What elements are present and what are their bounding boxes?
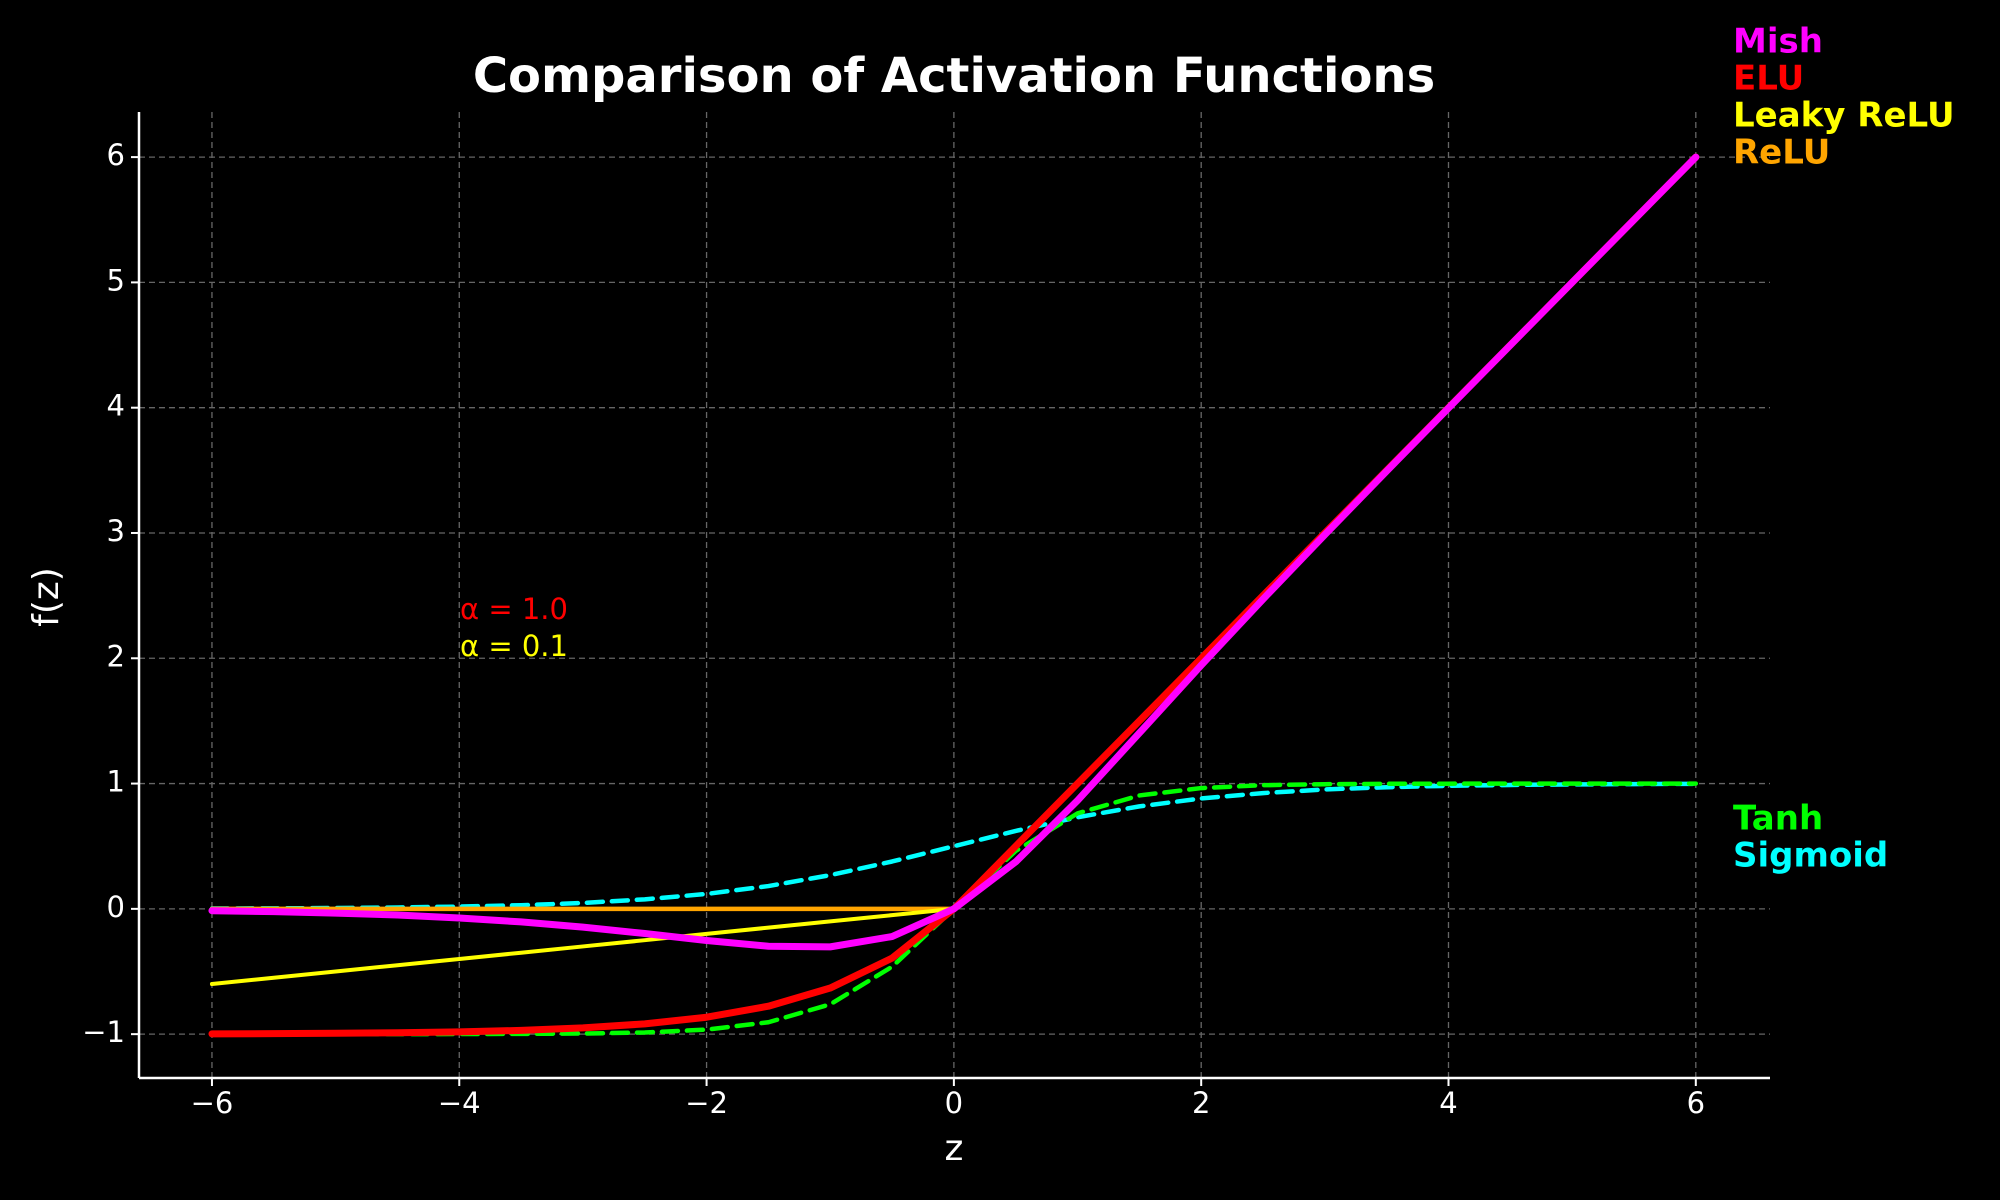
y-tick-label: 3 [107, 514, 125, 548]
legend-entry: ReLU [1733, 133, 1830, 173]
x-tick-label: −6 [191, 1086, 234, 1120]
x-tick-label: 0 [945, 1086, 963, 1120]
y-tick-label: 2 [107, 639, 125, 673]
series-line [208, 153, 1700, 951]
series-line [209, 155, 1698, 987]
annotation: α = 0.1 [460, 629, 568, 663]
y-tick-label: 1 [107, 765, 125, 799]
y-tick-label: −1 [82, 1015, 125, 1049]
legend-entry: Sigmoid [1733, 836, 1888, 876]
x-tick-label: −4 [438, 1086, 481, 1120]
x-axis-label: z [945, 1128, 964, 1169]
y-tick-label: 4 [107, 389, 125, 423]
annotation: α = 1.0 [460, 592, 568, 626]
legend-entry: Mish [1733, 22, 1823, 62]
y-tick-label: 5 [107, 263, 125, 297]
x-tick-label: 6 [1687, 1086, 1705, 1120]
x-tick-label: 2 [1192, 1086, 1210, 1120]
y-axis-label: f(z) [26, 567, 67, 627]
x-tick-label: −2 [685, 1086, 728, 1120]
legend-entry: Tanh [1733, 799, 1823, 839]
x-tick-label: 4 [1439, 1086, 1457, 1120]
y-tick-label: 6 [107, 138, 125, 172]
legend-entry: ELU [1733, 59, 1804, 99]
y-tick-label: 0 [107, 890, 125, 924]
legend-entry: Leaky ReLU [1733, 96, 1955, 136]
chart-title: Comparison of Activation Functions [473, 48, 1435, 104]
